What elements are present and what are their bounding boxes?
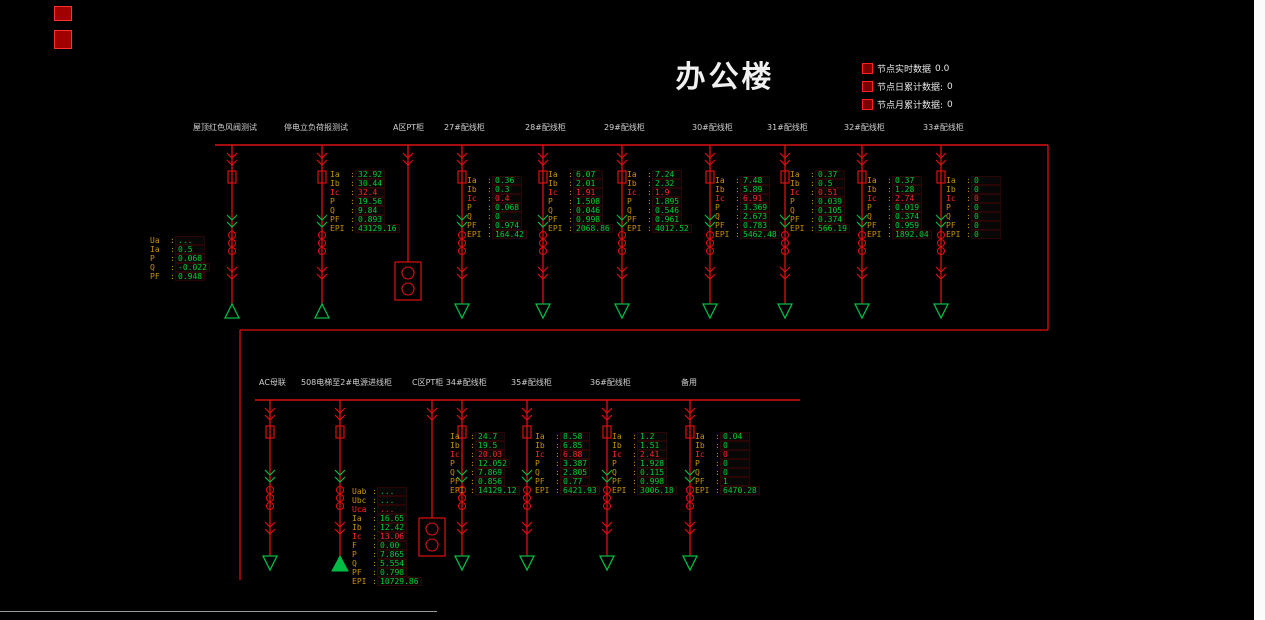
breaker-icon[interactable] — [335, 425, 345, 439]
alarm-indicator-box-1[interactable] — [54, 6, 72, 21]
feeder-symbol-pt-c-34[interactable] — [418, 400, 471, 572]
feeder-symbol-test-1[interactable] — [223, 145, 241, 319]
node-stat-value: 0.0 — [935, 63, 950, 74]
feeder-symbol-32[interactable] — [853, 145, 871, 320]
breaker-icon[interactable] — [265, 425, 275, 439]
node-stats: 节点实时数据 0.0 节点日累计数据: 0 节点月累计数据: 0 — [862, 62, 953, 116]
node-stat-label: 节点日累计数据: — [877, 83, 944, 93]
feeder-symbol-pt-a[interactable] — [394, 145, 422, 301]
node-stat-value: 0 — [947, 99, 953, 110]
breaker-icon[interactable] — [317, 170, 327, 184]
node-stat-indicator-icon[interactable] — [862, 81, 873, 92]
feeder-symbol-elevator-508[interactable] — [331, 400, 349, 572]
alarm-indicator-box-2[interactable] — [54, 30, 72, 49]
node-stat-indicator-icon[interactable] — [862, 99, 873, 110]
feeder-symbol-29[interactable] — [613, 145, 631, 320]
window-bottom-edge — [0, 611, 437, 612]
window-edge-strip — [1254, 0, 1265, 620]
node-stat-label: 节点实时数据 — [877, 65, 932, 75]
feeder-symbol-35[interactable] — [518, 400, 536, 572]
feeder-symbol-27[interactable] — [453, 145, 471, 320]
node-stat-monthly: 节点月累计数据: 0 — [862, 98, 953, 111]
feeder-symbol-ac-tie[interactable] — [261, 400, 279, 572]
breaker-icon[interactable] — [685, 425, 695, 439]
node-stat-indicator-icon[interactable] — [862, 63, 873, 74]
feeder-symbol-33[interactable] — [932, 145, 950, 320]
breaker-icon[interactable] — [617, 170, 627, 184]
node-stat-daily: 节点日累计数据: 0 — [862, 80, 953, 93]
feeder-symbol-test-2[interactable] — [313, 145, 331, 319]
page-title: 办公楼 — [675, 60, 775, 95]
breaker-icon[interactable] — [705, 170, 715, 184]
node-stat-value: 0 — [947, 81, 953, 92]
breaker-icon[interactable] — [457, 425, 467, 439]
breaker-icon[interactable] — [227, 170, 237, 184]
feeder-symbol-30[interactable] — [701, 145, 719, 320]
breaker-icon[interactable] — [602, 425, 612, 439]
breaker-icon[interactable] — [857, 170, 867, 184]
breaker-icon[interactable] — [522, 425, 532, 439]
feeder-symbol-31[interactable] — [776, 145, 794, 320]
breaker-icon[interactable] — [780, 170, 790, 184]
feeder-symbol-28[interactable] — [534, 145, 552, 320]
node-stat-realtime: 节点实时数据 0.0 — [862, 62, 953, 75]
breaker-icon[interactable] — [936, 170, 946, 184]
breaker-icon[interactable] — [538, 170, 548, 184]
breaker-icon[interactable] — [457, 170, 467, 184]
node-stat-label: 节点月累计数据: — [877, 101, 944, 111]
feeder-symbol-spare[interactable] — [681, 400, 699, 572]
feeder-symbol-36[interactable] — [598, 400, 616, 572]
